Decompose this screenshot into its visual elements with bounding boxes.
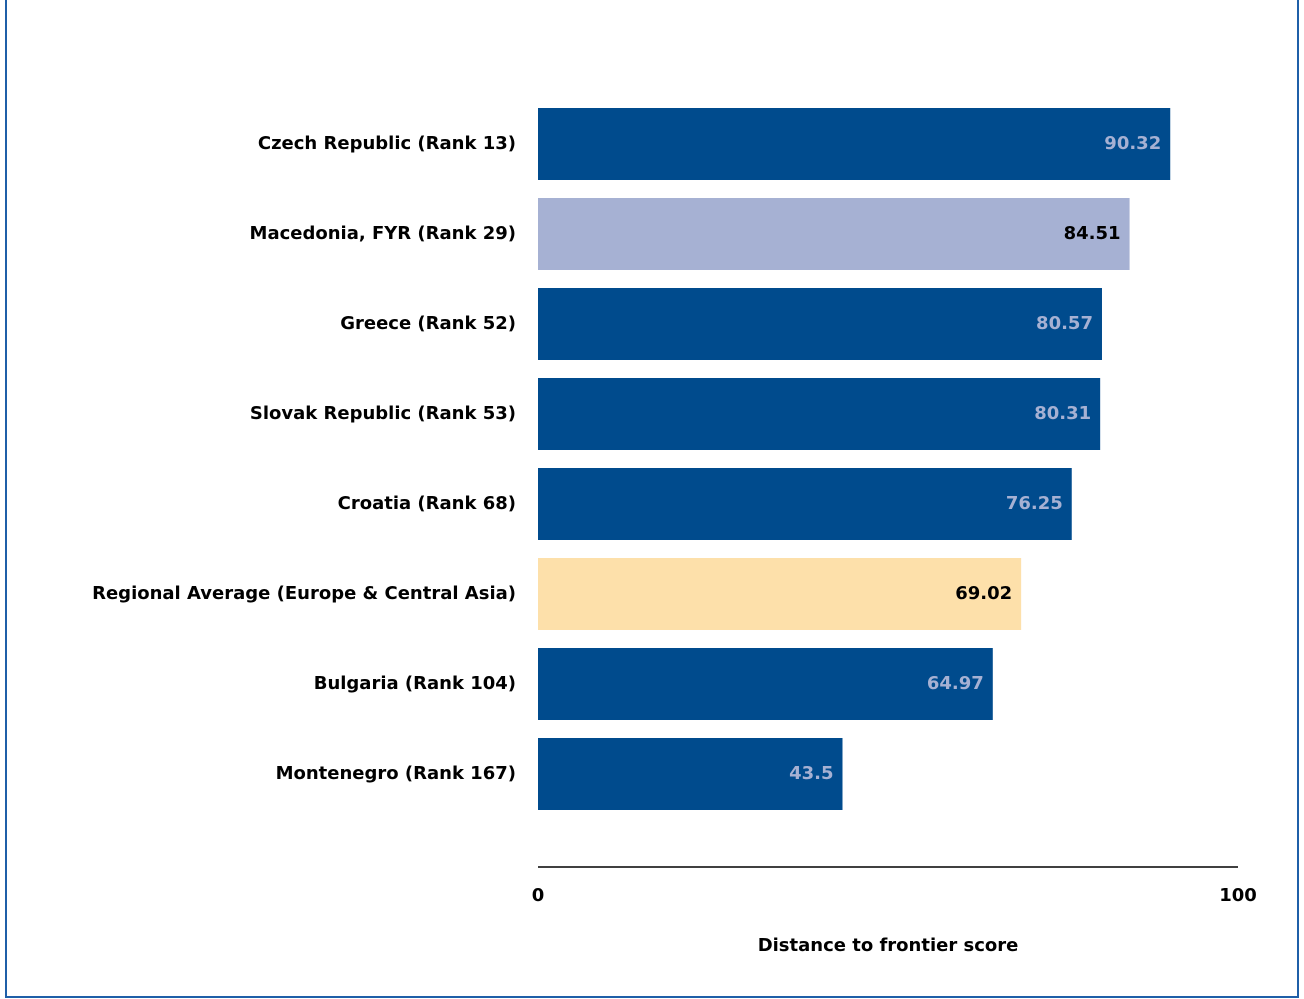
bar: [538, 108, 1171, 180]
value-label: 43.5: [789, 763, 833, 784]
value-label: 80.31: [1034, 403, 1091, 424]
y-tick-label: Croatia (Rank 68): [338, 493, 516, 514]
y-tick-label: Regional Average (Europe & Central Asia): [92, 583, 516, 604]
bar: [538, 288, 1102, 360]
y-tick-label: Slovak Republic (Rank 53): [250, 403, 516, 424]
value-label: 80.57: [1036, 313, 1093, 334]
bar: [538, 558, 1022, 630]
y-tick-label: Montenegro (Rank 167): [276, 763, 516, 784]
value-label: 76.25: [1006, 493, 1063, 514]
y-tick-label: Czech Republic (Rank 13): [258, 133, 516, 154]
value-label: 64.97: [927, 673, 984, 694]
x-axis-label: Distance to frontier score: [758, 935, 1019, 956]
bar: [538, 378, 1101, 450]
y-tick-label: Bulgaria (Rank 104): [314, 673, 516, 694]
value-label: 84.51: [1064, 223, 1121, 244]
y-tick-label: Greece (Rank 52): [340, 313, 516, 334]
bar: [538, 468, 1072, 540]
bar: [538, 738, 843, 810]
bar: [538, 648, 993, 720]
y-tick-label: Macedonia, FYR (Rank 29): [250, 223, 516, 244]
value-label: 90.32: [1104, 133, 1161, 154]
x-tick-label: 0: [532, 885, 545, 906]
frame: [5, 0, 1299, 998]
x-tick-label: 100: [1219, 885, 1257, 906]
value-label: 69.02: [955, 583, 1012, 604]
bar: [538, 198, 1130, 270]
